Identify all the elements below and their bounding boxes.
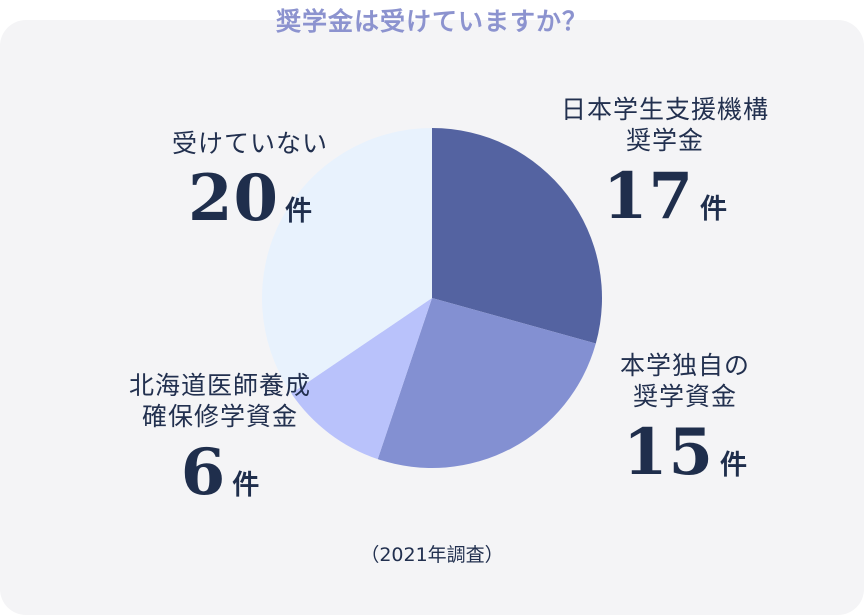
slice-label-jasso-line2: 奨学金	[625, 126, 704, 156]
slice-label-university-line2: 奨学資金	[632, 382, 737, 412]
slice-unit-none: 件	[285, 196, 313, 228]
slice-value-jasso: 17	[602, 158, 695, 234]
pie-slice-hokkaido	[291, 298, 432, 460]
label-jasso: 日本学生支援機構 奨学金 17 件	[520, 94, 810, 237]
pie-slice-university	[377, 298, 596, 468]
slice-value-none: 20	[187, 161, 280, 237]
label-university: 本学独自の 奨学資金 15 件	[560, 350, 810, 493]
survey-note: （2021年調査）	[360, 544, 504, 566]
slice-label-none-line1: 受けていない	[171, 129, 328, 158]
slice-label-jasso-line1: 日本学生支援機構	[560, 95, 769, 124]
label-none: 受けていない 20 件	[110, 128, 390, 239]
slice-label-university-line1: 本学独自の	[619, 351, 750, 380]
slice-unit-hokkaido: 件	[232, 469, 260, 501]
slice-label-hokkaido-line1: 北海道医師養成	[128, 371, 311, 400]
slice-value-hokkaido: 6	[180, 434, 227, 510]
chart-title: 奨学金は受けていますか？	[275, 7, 588, 36]
slice-unit-university: 件	[720, 449, 748, 481]
slice-value-university: 15	[622, 414, 715, 490]
pie-slice-jasso	[432, 128, 603, 344]
slice-unit-jasso: 件	[700, 193, 728, 225]
slice-label-hokkaido-line2: 確保修学資金	[141, 402, 298, 432]
pie-slice-none	[262, 127, 432, 394]
